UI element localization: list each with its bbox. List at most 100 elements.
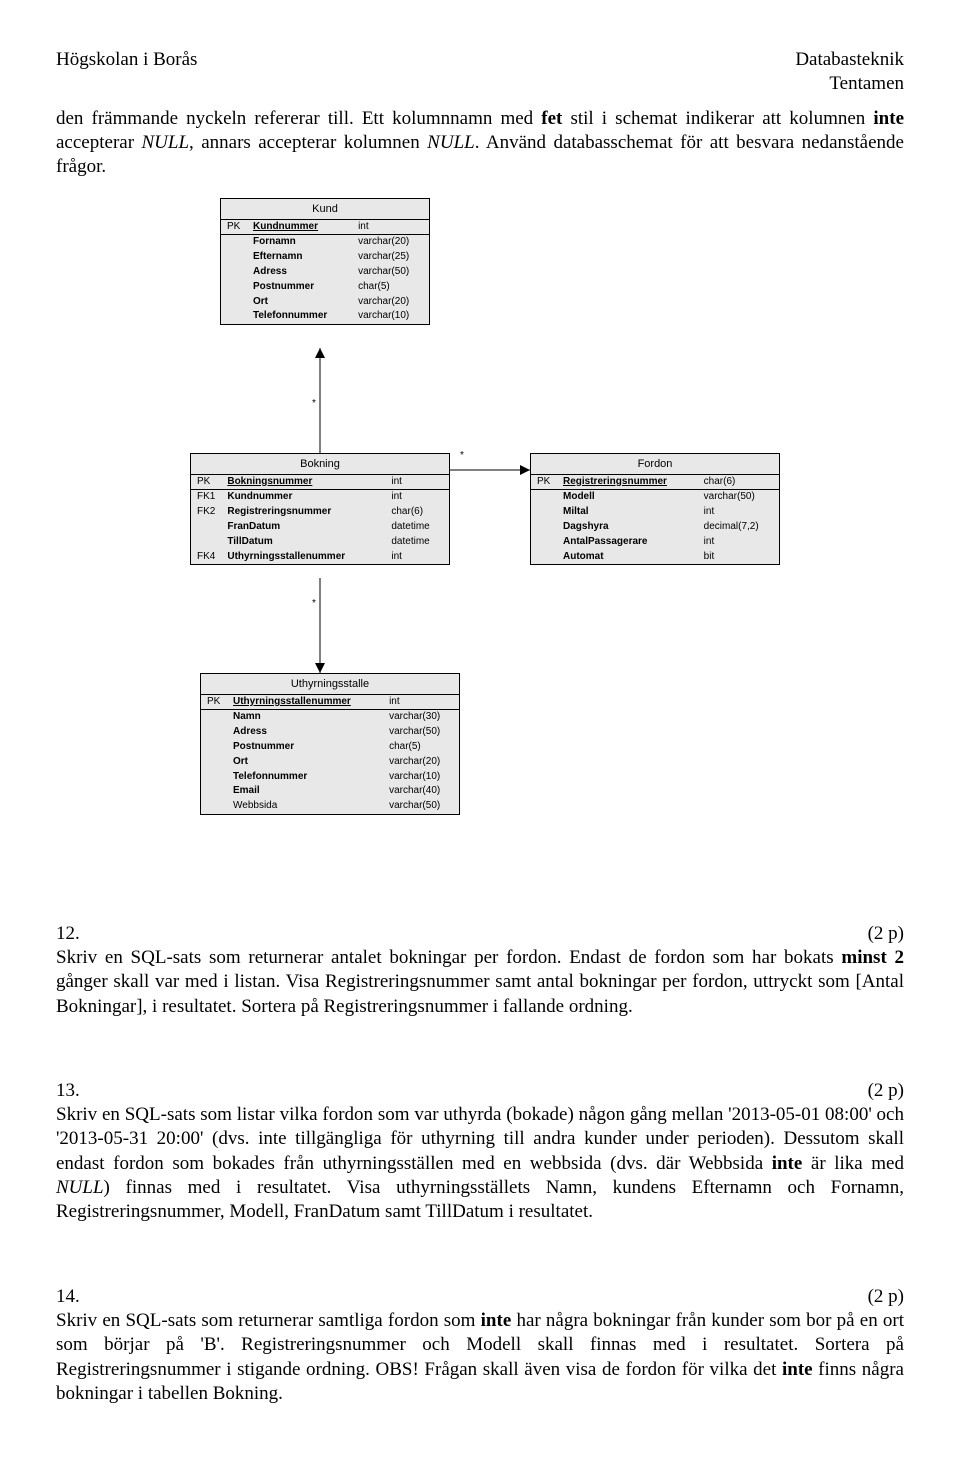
table-cell bbox=[201, 770, 227, 785]
table-cell: Ort bbox=[247, 295, 352, 310]
table-cell: Automat bbox=[557, 550, 698, 565]
table-cell bbox=[201, 740, 227, 755]
header-right-1: Databasteknik bbox=[795, 48, 904, 72]
intro-t2: fet bbox=[541, 108, 562, 129]
table-cell: Email bbox=[227, 784, 383, 799]
table-cell: char(6) bbox=[385, 505, 449, 520]
q12-t1: Skriv en SQL-sats som returnerar antalet… bbox=[56, 947, 841, 968]
table-cell: FK4 bbox=[191, 550, 221, 565]
table-cell: varchar(20) bbox=[352, 235, 429, 250]
intro-t5: accepterar bbox=[56, 132, 141, 153]
q14-t1: Skriv en SQL-sats som returnerar samtlig… bbox=[56, 1310, 481, 1331]
q13-t5: ) finnas med i resultatet. Visa uthyrnin… bbox=[56, 1177, 904, 1222]
table-cell: AntalPassagerare bbox=[557, 535, 698, 550]
table-cell: FK2 bbox=[191, 505, 221, 520]
table-cell: decimal(7,2) bbox=[698, 520, 779, 535]
q14-t4: inte bbox=[782, 1359, 813, 1380]
table-cell bbox=[531, 505, 557, 520]
table-cell bbox=[531, 550, 557, 565]
question-14-header: 14. (2 p) bbox=[56, 1285, 904, 1309]
table-cell: Modell bbox=[557, 490, 698, 505]
table-cell: varchar(50) bbox=[383, 725, 459, 740]
q14-t2: inte bbox=[481, 1310, 512, 1331]
table-cell: FranDatum bbox=[221, 520, 385, 535]
table-cell bbox=[221, 309, 247, 324]
table-cell bbox=[221, 235, 247, 250]
table-cell: int bbox=[385, 475, 449, 490]
entity-uthyr-table: PKUthyrningsstallenummerint Namnvarchar(… bbox=[201, 695, 459, 814]
intro-t3: stil i schemat indikerar att kolumnen bbox=[562, 108, 873, 129]
table-cell bbox=[201, 710, 227, 725]
question-12-header: 12. (2 p) bbox=[56, 922, 904, 946]
table-cell: Miltal bbox=[557, 505, 698, 520]
table-cell: Adress bbox=[247, 265, 352, 280]
table-cell: Kundnummer bbox=[247, 220, 352, 235]
table-cell: PK bbox=[531, 475, 557, 490]
entity-uthyr-title: Uthyrningsstalle bbox=[201, 674, 459, 695]
table-cell: datetime bbox=[385, 520, 449, 535]
table-cell: char(5) bbox=[383, 740, 459, 755]
table-cell bbox=[201, 725, 227, 740]
question-14-text: Skriv en SQL-sats som returnerar samtlig… bbox=[56, 1309, 904, 1406]
table-cell bbox=[221, 280, 247, 295]
entity-kund-title: Kund bbox=[221, 199, 429, 220]
table-cell: TillDatum bbox=[221, 535, 385, 550]
table-cell: Kundnummer bbox=[221, 490, 385, 505]
entity-kund-table: PKKundnummerint Fornamnvarchar(20) Efter… bbox=[221, 220, 429, 325]
table-cell: Registreringsnummer bbox=[557, 475, 698, 490]
table-cell bbox=[531, 520, 557, 535]
table-cell bbox=[531, 535, 557, 550]
table-cell: int bbox=[385, 490, 449, 505]
q13-t4: NULL bbox=[56, 1177, 104, 1198]
question-12-number: 12. bbox=[56, 922, 80, 946]
table-cell: Postnummer bbox=[227, 740, 383, 755]
multiplicity-star-3: * bbox=[312, 598, 316, 611]
table-cell: Ort bbox=[227, 755, 383, 770]
table-cell bbox=[531, 490, 557, 505]
q12-t2: minst 2 bbox=[841, 947, 904, 968]
table-cell bbox=[221, 265, 247, 280]
table-cell bbox=[221, 250, 247, 265]
entity-bokning-title: Bokning bbox=[191, 454, 449, 475]
table-cell: Dagshyra bbox=[557, 520, 698, 535]
table-cell bbox=[191, 535, 221, 550]
multiplicity-star-1: * bbox=[312, 398, 316, 411]
table-cell: int bbox=[698, 535, 779, 550]
table-cell: Bokningsnummer bbox=[221, 475, 385, 490]
table-cell: varchar(50) bbox=[383, 799, 459, 814]
question-13-text: Skriv en SQL-sats som listar vilka fordo… bbox=[56, 1103, 904, 1225]
entity-fordon-table: PKRegistreringsnummerchar(6) Modellvarch… bbox=[531, 475, 779, 565]
table-cell: Efternamn bbox=[247, 250, 352, 265]
entity-bokning: Bokning PKBokningsnummerint FK1Kundnumme… bbox=[190, 453, 450, 566]
intro-t8: NULL bbox=[427, 132, 475, 153]
intro-paragraph: den främmande nyckeln refererar till. Et… bbox=[56, 107, 904, 180]
question-14-number: 14. bbox=[56, 1285, 80, 1309]
question-13-points: (2 p) bbox=[868, 1079, 904, 1103]
intro-t1: den främmande nyckeln refererar till. Et… bbox=[56, 108, 541, 129]
table-cell: Adress bbox=[227, 725, 383, 740]
table-cell: PK bbox=[201, 695, 227, 710]
table-cell: Telefonnummer bbox=[227, 770, 383, 785]
table-cell: int bbox=[385, 550, 449, 565]
table-cell: varchar(40) bbox=[383, 784, 459, 799]
q12-t3: gånger skall var med i listan. Visa Regi… bbox=[56, 971, 904, 1016]
table-cell: Uthyrningsstallenummer bbox=[221, 550, 385, 565]
table-cell: bit bbox=[698, 550, 779, 565]
entity-uthyrningsstalle: Uthyrningsstalle PKUthyrningsstallenumme… bbox=[200, 673, 460, 815]
table-cell: Uthyrningsstallenummer bbox=[227, 695, 383, 710]
table-cell bbox=[221, 295, 247, 310]
entity-bokning-table: PKBokningsnummerint FK1Kundnummerint FK2… bbox=[191, 475, 449, 565]
header-right: Databasteknik Tentamen bbox=[795, 48, 904, 97]
table-cell bbox=[201, 784, 227, 799]
table-cell: varchar(20) bbox=[352, 295, 429, 310]
header-left: Högskolan i Borås bbox=[56, 48, 197, 97]
table-cell: Webbsida bbox=[227, 799, 383, 814]
table-cell bbox=[201, 755, 227, 770]
er-diagram: * * * Kund PKKundnummerint Fornamnvarcha… bbox=[160, 198, 800, 878]
table-cell: varchar(50) bbox=[698, 490, 779, 505]
table-cell: varchar(20) bbox=[383, 755, 459, 770]
header-right-2: Tentamen bbox=[795, 72, 904, 96]
table-cell: varchar(10) bbox=[383, 770, 459, 785]
question-13-header: 13. (2 p) bbox=[56, 1079, 904, 1103]
entity-fordon-title: Fordon bbox=[531, 454, 779, 475]
